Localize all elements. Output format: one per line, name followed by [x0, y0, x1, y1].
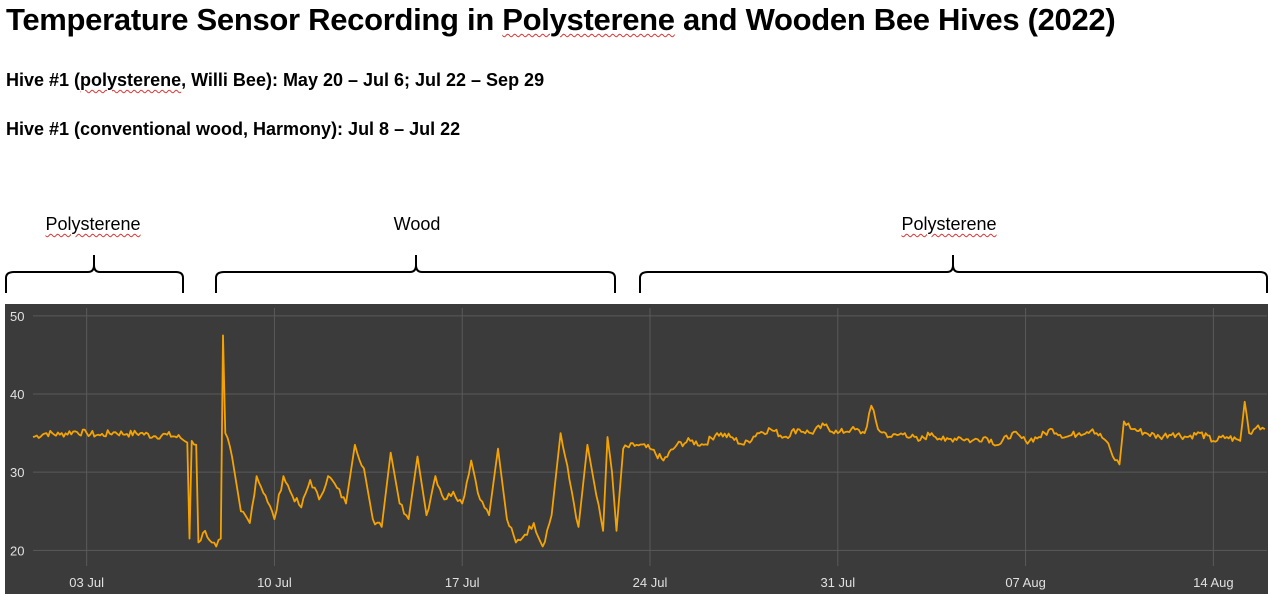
x-tick-label-6: 14 Aug	[1193, 575, 1234, 590]
x-tick-label-0: 03 Jul	[69, 575, 104, 590]
brace-wood	[215, 255, 616, 293]
y-tick-label-30: 30	[10, 465, 24, 480]
x-tick-label-3: 24 Jul	[633, 575, 668, 590]
segment-label-wood: Wood	[393, 214, 441, 234]
brace-polysterene-2	[639, 255, 1268, 293]
x-tick-label-5: 07 Aug	[1005, 575, 1046, 590]
y-tick-label-20: 20	[10, 543, 24, 558]
y-tick-label-40: 40	[10, 387, 24, 402]
subtitle-wood: Hive #1 (conventional wood, Harmony): Ju…	[6, 119, 461, 139]
page-title: Temperature Sensor Recording in Polyster…	[6, 2, 1116, 37]
x-tick-label-1: 10 Jul	[257, 575, 292, 590]
segment-label-polysterene-1: Polysterene	[45, 214, 141, 234]
x-tick-label-4: 31 Jul	[820, 575, 855, 590]
temperature-chart: 20 30 40 50 03 Jul 10 Jul 17 Jul 24 Jul 31 Jul 07…	[5, 304, 1268, 594]
subtitle-polysterene: Hive #1 (polysterene, Willi Bee): May 20…	[6, 70, 545, 90]
chart-svg: 20 30 40 50 03 Jul 10 Jul 17 Jul 24 Jul 31 Jul 07…	[10, 308, 1267, 590]
segment-label-polysterene-2: Polysterene	[901, 214, 997, 234]
segment-braces	[5, 255, 1268, 293]
temperature-series-line-0	[32, 334, 1266, 548]
y-tick-label-50: 50	[10, 309, 24, 324]
brace-polysterene-1	[5, 255, 184, 293]
x-tick-label-2: 17 Jul	[445, 575, 480, 590]
